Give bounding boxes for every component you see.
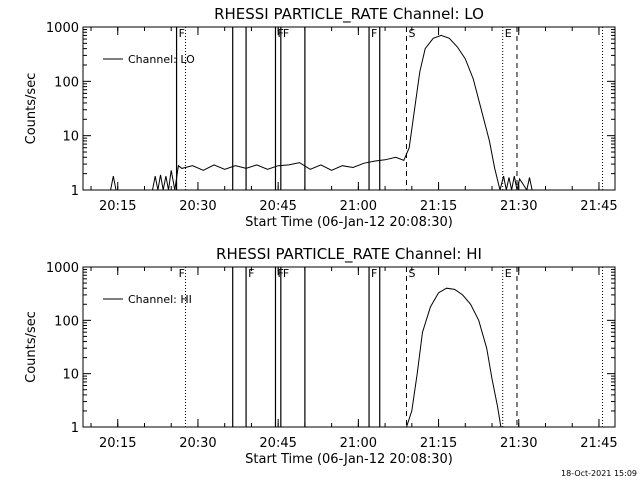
x-tick-label: 21:30 (500, 436, 537, 451)
event-marker-label: F (248, 267, 254, 280)
y-tick-label: 1000 (46, 21, 79, 36)
chart-title: RHESSI PARTICLE_RATE Channel: HI (216, 245, 482, 264)
event-marker-label: E (505, 267, 512, 280)
event-marker-label: F (371, 27, 377, 40)
legend-label: Channel: LO (128, 53, 195, 66)
x-tick-label: 20:45 (259, 199, 296, 214)
x-tick-label: 20:15 (99, 436, 136, 451)
event-marker-label: F (283, 267, 289, 280)
y-tick-label: 10 (62, 130, 79, 145)
event-marker-label: F (277, 267, 283, 280)
footer-timestamp: 18-Oct-2021 15:09 (561, 469, 637, 478)
y-tick-label: 1 (71, 421, 79, 436)
x-tick-label: 20:15 (99, 199, 136, 214)
plot-frame (82, 26, 616, 191)
event-marker-label: F (277, 27, 283, 40)
y-tick-label: 100 (54, 75, 79, 90)
x-tick-label: 20:30 (179, 199, 216, 214)
event-marker-label: F (179, 267, 185, 280)
x-tick-label: 21:00 (340, 199, 377, 214)
plot-area (83, 27, 615, 190)
x-tick-label: 21:45 (580, 199, 617, 214)
x-tick-label: 20:45 (259, 436, 296, 451)
x-tick-label: 21:15 (420, 436, 457, 451)
event-marker-label: E (505, 27, 512, 40)
y-axis-label: Counts/sec (24, 311, 39, 383)
y-axis-label: Counts/sec (24, 73, 39, 145)
event-marker-label: S (408, 267, 415, 280)
y-tick-label: 1 (71, 184, 79, 199)
x-axis-label: Start Time (06-Jan-12 20:08:30) (245, 215, 453, 230)
event-marker-label: S (408, 27, 415, 40)
y-tick-label: 1000 (46, 261, 79, 276)
y-tick-label: 100 (54, 314, 79, 329)
event-marker-label: F (179, 27, 185, 40)
chart-title: RHESSI PARTICLE_RATE Channel: LO (214, 5, 484, 24)
chart-panel-1: RHESSI PARTICLE_RATE Channel: LO 20:15 20:… (24, 5, 618, 230)
plot-frame (82, 266, 616, 428)
x-tick-label: 21:15 (420, 199, 457, 214)
event-marker-label: F (283, 27, 289, 40)
series-line (83, 34, 615, 190)
x-axis-label: Start Time (06-Jan-12 20:08:30) (245, 452, 453, 467)
y-tick-label: 10 (62, 368, 79, 383)
plot-area (83, 267, 615, 427)
legend-label: Channel: HI (128, 293, 192, 306)
x-tick-label: 21:00 (340, 436, 377, 451)
event-marker-label: F (371, 267, 377, 280)
chart-panel-2: RHESSI PARTICLE_RATE Channel: HI 20:15 20:… (24, 245, 618, 467)
x-tick-label: 21:30 (500, 199, 537, 214)
x-tick-label: 21:45 (580, 436, 617, 451)
x-tick-label: 20:30 (179, 436, 216, 451)
series-line (83, 287, 615, 427)
